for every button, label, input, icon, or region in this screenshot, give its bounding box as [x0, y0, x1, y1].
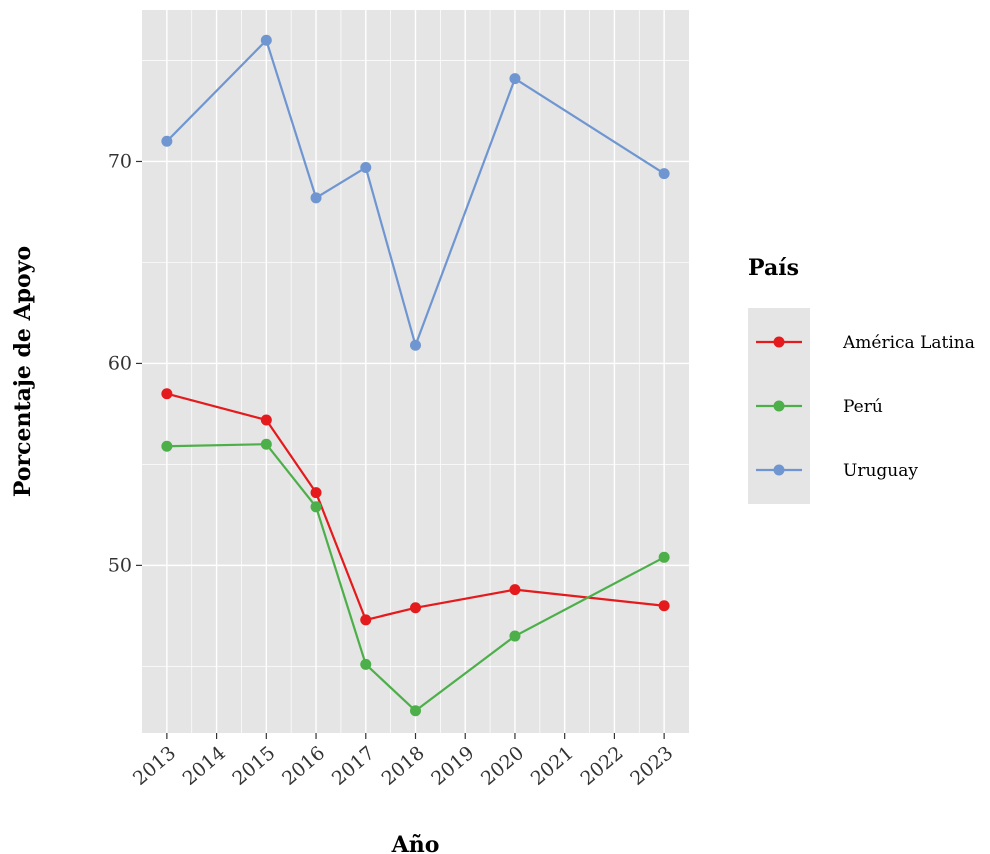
x-tick-label: 2020: [477, 742, 528, 790]
data-point: [310, 501, 322, 513]
y-tick-label: 60: [108, 352, 132, 374]
data-point: [509, 584, 521, 596]
data-point: [658, 168, 670, 180]
x-tick-label: 2022: [576, 742, 627, 790]
series-layer: [161, 34, 670, 717]
data-point: [509, 630, 521, 642]
data-point: [310, 192, 322, 204]
data-point: [410, 339, 421, 351]
x-tick-label: 2023: [626, 742, 677, 790]
y-tick-label: 50: [108, 554, 132, 576]
y-axis: 50 60 70: [108, 150, 142, 576]
legend-label: América Latina: [842, 333, 975, 353]
series-Uruguay: [161, 34, 670, 351]
data-point: [360, 658, 372, 670]
series-América Latina: [161, 388, 670, 626]
data-point: [360, 614, 372, 626]
legend-label: Uruguay: [843, 461, 918, 481]
legend-key-point: [773, 336, 785, 348]
x-tick-label: 2018: [378, 742, 429, 790]
legend-item: Perú: [756, 397, 883, 417]
legend-key-point: [773, 464, 785, 476]
legend-title: País: [748, 255, 799, 281]
x-tick-label: 2016: [278, 742, 329, 790]
data-point: [658, 600, 670, 612]
x-tick-label: 2013: [129, 742, 180, 790]
y-tick-label: 70: [108, 150, 132, 172]
data-point: [310, 487, 322, 499]
y-axis-title: Porcentaje de Apoyo: [10, 246, 36, 497]
data-point: [360, 162, 372, 174]
legend-key-point: [773, 400, 785, 412]
legend-label: Perú: [843, 397, 883, 417]
data-point: [161, 135, 173, 147]
data-point: [260, 438, 272, 450]
x-axis-title: Año: [391, 832, 440, 854]
legend-item: América Latina: [756, 333, 975, 353]
x-tick-label: 2019: [427, 742, 478, 790]
x-tick-label: 2021: [527, 742, 578, 790]
data-point: [161, 388, 173, 400]
series-Perú: [161, 438, 670, 717]
x-tick-label: 2017: [328, 742, 379, 790]
data-point: [410, 602, 421, 614]
x-tick-label: 2015: [228, 742, 279, 790]
legend-item: Uruguay: [756, 461, 918, 481]
x-tick-label: 2014: [179, 742, 230, 790]
x-axis: 2013201420152016201720182019202020212022…: [129, 733, 677, 790]
legend: País América Latina Perú Uruguay: [748, 255, 975, 504]
data-point: [509, 73, 521, 85]
data-point: [260, 34, 272, 46]
data-point: [410, 705, 421, 717]
data-point: [658, 551, 670, 563]
data-point: [161, 440, 173, 452]
data-point: [260, 414, 272, 426]
